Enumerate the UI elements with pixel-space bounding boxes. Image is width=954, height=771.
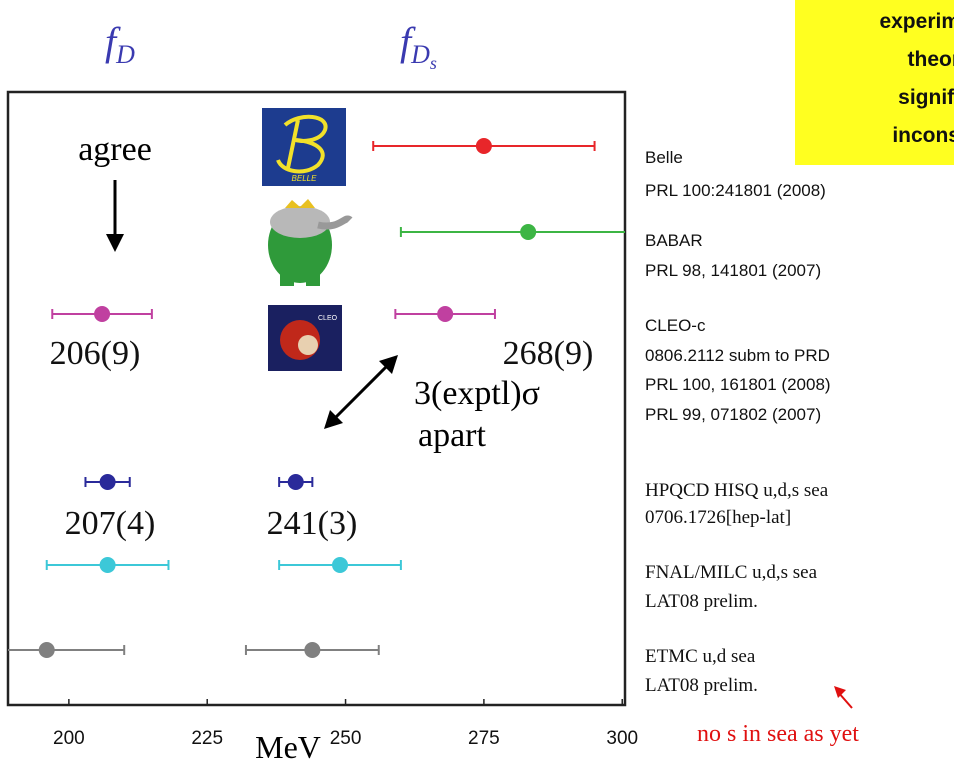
cleo-logo: CLEO [268,305,342,371]
subscript: D [115,40,135,69]
point [100,474,116,490]
point [437,306,453,322]
reference: LAT08 prelim. [645,675,758,696]
callout-line: experim [879,10,954,33]
point [39,642,55,658]
subscript: D [410,40,430,69]
reference: PRL 98, 141801 (2007) [645,261,821,280]
logo-text: BELLE [292,174,318,183]
reference: 0706.1726[hep-lat] [645,507,791,528]
point [520,224,536,240]
point [100,557,116,573]
babar-logo [268,199,350,286]
point [94,306,110,322]
legend-entry: BABAR [645,231,703,250]
callout-line: incons [892,124,954,147]
belle-logo: BELLE [262,108,346,186]
x-tick-label: 225 [191,728,223,749]
x-tick-label: 275 [468,728,500,749]
annotation: 3(exptl)σ [414,375,540,412]
point [332,557,348,573]
subsubscript: s [430,53,437,73]
red-arrow [834,686,852,708]
reference: 0806.2112 subm to PRD [645,346,830,365]
legend-entry: FNAL/MILC u,d,s sea [645,562,818,583]
value-label: 206(9) [50,335,141,372]
legend-entry: CLEO-c [645,316,706,335]
logo-text: CLEO [318,315,338,322]
legend-entry: ETMC u,d sea [645,646,756,667]
annotation: agree [78,131,152,168]
legend-entry: HPQCD HISQ u,d,s sea [645,480,829,501]
annotation: apart [418,417,487,454]
reference: PRL 100, 161801 (2008) [645,375,831,394]
reference: PRL 100:241801 (2008) [645,181,826,200]
x-tick-label: 200 [53,728,85,749]
point [288,474,304,490]
callout-line: signifi [898,86,954,109]
value-label: 241(3) [267,505,358,542]
x-tick-label: 250 [330,728,362,749]
reference: PRL 99, 071802 (2007) [645,405,821,424]
column-header: fD [105,19,135,69]
reference: LAT08 prelim. [645,591,758,612]
annotation: no s in sea as yet [697,721,859,747]
point [476,138,492,154]
point [304,642,320,658]
chart: experim theor signifi incons BELLE CLEO agr… [0,0,954,771]
arrows [106,180,398,429]
value-label: 207(4) [65,505,156,542]
x-axis-label: MeV [255,729,321,765]
x-tick-label: 300 [606,728,638,749]
column-header: fDs [400,19,437,73]
legend-entry: Belle [645,148,683,167]
value-label: 268(9) [503,335,594,372]
callout-line: theor [908,48,954,71]
